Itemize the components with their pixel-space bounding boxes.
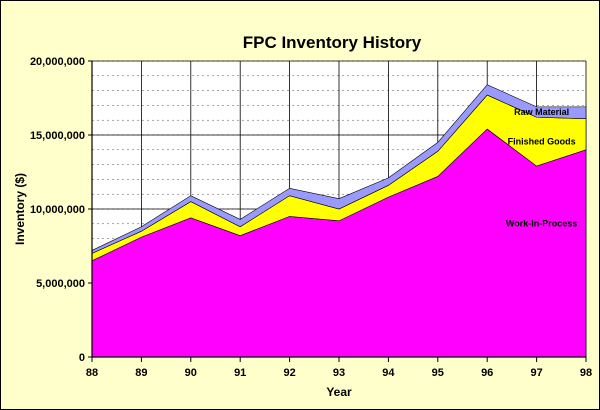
x-tick-label: 97 [530, 367, 542, 379]
y-tick-label: 20,000,000 [30, 56, 85, 68]
series-label: Raw Material [514, 107, 569, 117]
x-tick-label: 98 [580, 367, 592, 379]
y-tick-label: 5,000,000 [36, 278, 85, 290]
x-tick-label: 96 [481, 367, 493, 379]
x-tick-label: 94 [382, 367, 395, 379]
y-axis-label: Inventory ($) [13, 173, 27, 245]
x-tick-label: 90 [185, 367, 197, 379]
area-raw-material [91, 84, 587, 254]
x-tick-label: 89 [135, 367, 147, 379]
y-tick-label: 10,000,000 [30, 204, 85, 216]
x-tick-label: 91 [234, 367, 246, 379]
x-tick-label: 95 [432, 367, 444, 379]
series-labels: Work-In-Process Finished Goods Raw Materia… [506, 107, 577, 228]
series-label: Finished Goods [508, 137, 576, 147]
axes [88, 60, 587, 362]
x-tick-label: 92 [283, 367, 295, 379]
chart-title: FPC Inventory History [243, 33, 422, 52]
area-series [91, 84, 587, 358]
x-tick-labels: 88 89 90 91 92 93 94 95 96 97 98 [86, 367, 592, 379]
x-tick-label: 93 [333, 367, 345, 379]
y-tick-labels: 0 5,000,000 10,000,000 15,000,000 20,000,000 [30, 56, 85, 364]
y-tick-label: 0 [79, 352, 85, 364]
y-tick-label: 15,000,000 [30, 130, 85, 142]
x-tick-label: 88 [86, 367, 98, 379]
x-axis-label: Year [326, 385, 352, 399]
series-label: Work-In-Process [506, 218, 577, 228]
